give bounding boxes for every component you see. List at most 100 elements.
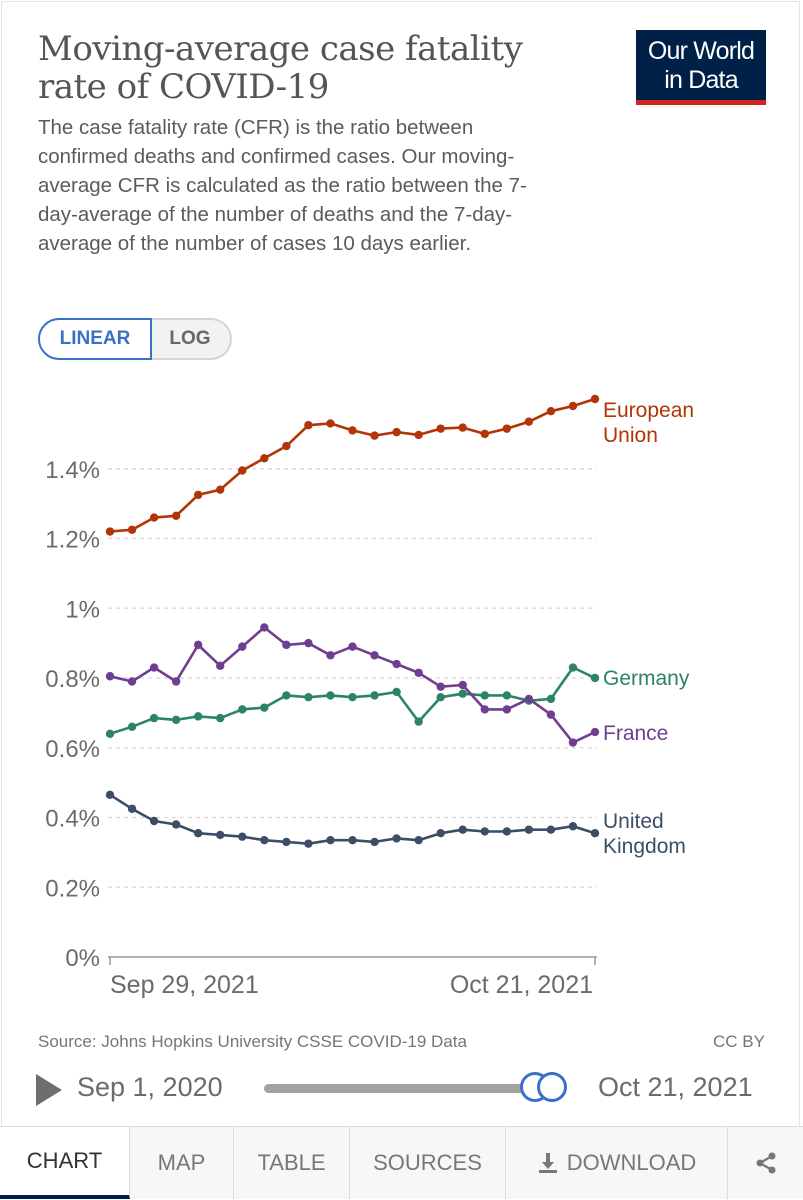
data-point <box>216 713 225 723</box>
data-point <box>348 426 357 435</box>
license-link[interactable]: CC BY <box>713 1032 765 1051</box>
log-scale-button[interactable]: LOG <box>150 318 232 360</box>
tab-sources-label: SOURCES <box>373 1150 482 1175</box>
tab-download-label: DOWNLOAD <box>566 1150 697 1175</box>
data-point <box>348 835 357 845</box>
data-point <box>260 454 269 463</box>
data-point <box>304 420 313 430</box>
data-point <box>458 680 467 690</box>
data-point <box>304 638 313 648</box>
data-point <box>590 727 600 737</box>
data-point <box>238 705 247 714</box>
series-label: United <box>603 810 664 833</box>
data-point <box>326 835 335 845</box>
timeline-start-label: Sep 1, 2020 <box>77 1072 223 1102</box>
data-point <box>524 825 534 834</box>
data-point <box>392 659 401 669</box>
data-point <box>524 694 534 704</box>
y-tick-label: 0.6% <box>45 736 100 763</box>
data-point <box>282 837 291 847</box>
data-point <box>193 828 203 838</box>
source-note[interactable]: Source: Johns Hopkins University CSSE CO… <box>38 1032 467 1051</box>
data-point <box>546 407 556 416</box>
data-point <box>304 692 313 702</box>
data-point <box>238 832 247 841</box>
data-point <box>260 835 269 845</box>
data-point <box>480 691 489 700</box>
data-point <box>238 466 247 475</box>
data-point <box>282 640 291 650</box>
play-icon[interactable] <box>36 1074 62 1106</box>
data-point <box>193 712 203 721</box>
tab-map[interactable]: MAP <box>130 1127 234 1199</box>
data-point <box>171 511 181 521</box>
data-point <box>414 668 423 677</box>
tab-share[interactable] <box>728 1127 803 1199</box>
data-point <box>260 703 269 712</box>
data-point <box>260 623 269 632</box>
data-point <box>171 677 181 686</box>
tab-chart[interactable]: CHART <box>0 1127 130 1199</box>
data-point <box>546 710 556 719</box>
timeline-end-handle[interactable] <box>537 1072 567 1102</box>
timeline-end-label: Oct 21, 2021 <box>598 1072 753 1102</box>
data-point <box>590 673 600 683</box>
data-point <box>149 713 159 723</box>
logo-line-1: Our World <box>647 37 755 65</box>
y-tick-label: 0.4% <box>45 806 100 833</box>
data-point <box>216 485 225 494</box>
timeline-track[interactable] <box>264 1084 554 1093</box>
data-point <box>436 424 445 433</box>
data-point <box>392 427 401 437</box>
chart-title: Moving-average case fatality rate of COV… <box>38 29 523 107</box>
data-point <box>590 394 600 404</box>
share-icon <box>756 1152 775 1174</box>
series-label: Germany <box>603 667 690 690</box>
y-tick-label: 1.2% <box>45 527 100 554</box>
series-label: Kingdom <box>603 835 686 858</box>
data-point <box>436 682 445 691</box>
data-point <box>149 663 159 672</box>
linear-scale-button[interactable]: LINEAR <box>38 318 152 360</box>
data-point <box>127 525 137 534</box>
data-point <box>304 839 313 848</box>
data-point <box>392 834 401 843</box>
data-point <box>480 827 489 836</box>
tab-download[interactable]: DOWNLOAD <box>506 1127 728 1199</box>
download-icon <box>538 1153 557 1173</box>
owid-logo[interactable]: Our World in Data <box>636 30 766 105</box>
tab-sources[interactable]: SOURCES <box>350 1127 506 1199</box>
data-point <box>436 692 445 702</box>
tab-table[interactable]: TABLE <box>234 1127 350 1199</box>
tab-table-label: TABLE <box>257 1150 326 1175</box>
data-point <box>149 513 159 522</box>
logo-line-2: in Data <box>664 66 738 94</box>
x-tick-label: Oct 21, 2021 <box>450 971 593 999</box>
tab-map-label: MAP <box>157 1150 206 1175</box>
timeline-selected-range <box>264 1084 546 1093</box>
data-point <box>171 820 181 829</box>
data-point <box>149 816 159 826</box>
y-tick-label: 0.2% <box>45 875 100 902</box>
chart-subtitle: The case fatality rate (CFR) is the rati… <box>38 116 527 255</box>
data-point <box>282 691 291 700</box>
data-point <box>458 423 467 432</box>
data-point <box>502 827 512 836</box>
y-tick-label: 1% <box>65 596 100 623</box>
data-point <box>216 661 225 670</box>
data-point <box>127 722 137 732</box>
data-point <box>568 663 578 672</box>
data-point <box>480 429 489 439</box>
data-point <box>568 738 578 747</box>
data-point <box>171 715 181 725</box>
data-point <box>568 822 578 831</box>
data-point <box>326 691 335 700</box>
data-point <box>348 642 357 651</box>
tab-chart-label: CHART <box>26 1148 103 1173</box>
data-point <box>502 424 512 433</box>
data-point <box>568 401 578 411</box>
data-point <box>370 837 379 847</box>
data-point <box>502 705 512 714</box>
data-point <box>546 825 556 834</box>
data-point <box>105 790 115 800</box>
